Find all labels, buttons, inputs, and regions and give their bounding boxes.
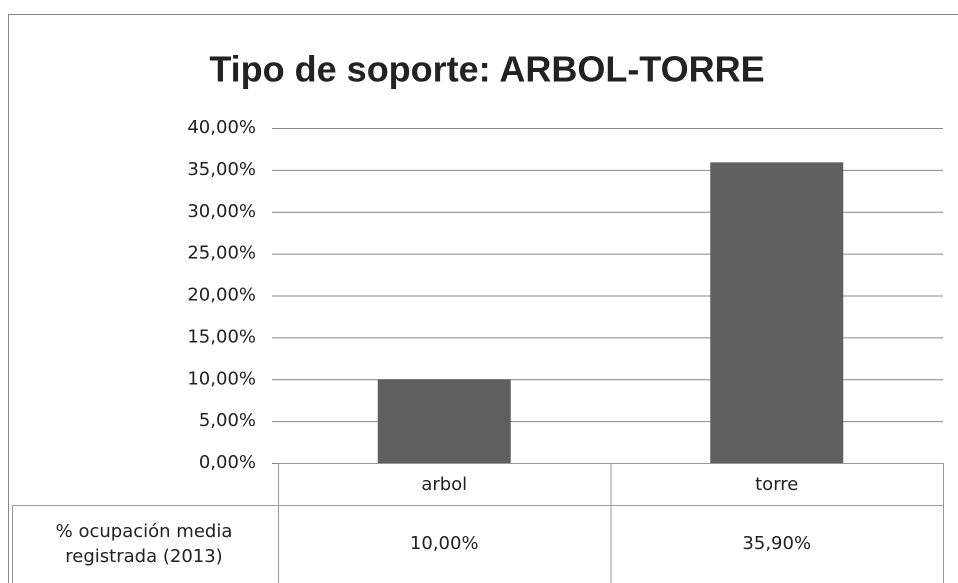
y-tick-label: 40,00% — [187, 117, 256, 138]
bar — [377, 379, 511, 463]
y-tick-label: 25,00% — [187, 243, 256, 264]
y-tick-label: 10,00% — [187, 368, 256, 389]
chart-frame — [8, 14, 958, 583]
x-tick-label: torre — [755, 474, 798, 495]
series-name: % ocupación media registrada (2013) — [55, 521, 233, 567]
y-tick-label: 20,00% — [187, 285, 256, 306]
y-tick-label: 0,00% — [199, 452, 256, 473]
chart-title: Tipo de soporte: ARBOL-TORRE — [209, 49, 764, 90]
table-value: 10,00% — [410, 533, 479, 554]
table-value: 35,90% — [742, 533, 811, 554]
x-tick-label: arbol — [421, 474, 467, 495]
y-tick-label: 15,00% — [187, 326, 256, 347]
bar — [710, 162, 844, 463]
y-tick-label: 35,00% — [187, 159, 256, 180]
y-tick-label: 30,00% — [187, 201, 256, 222]
y-tick-label: 5,00% — [199, 410, 256, 431]
